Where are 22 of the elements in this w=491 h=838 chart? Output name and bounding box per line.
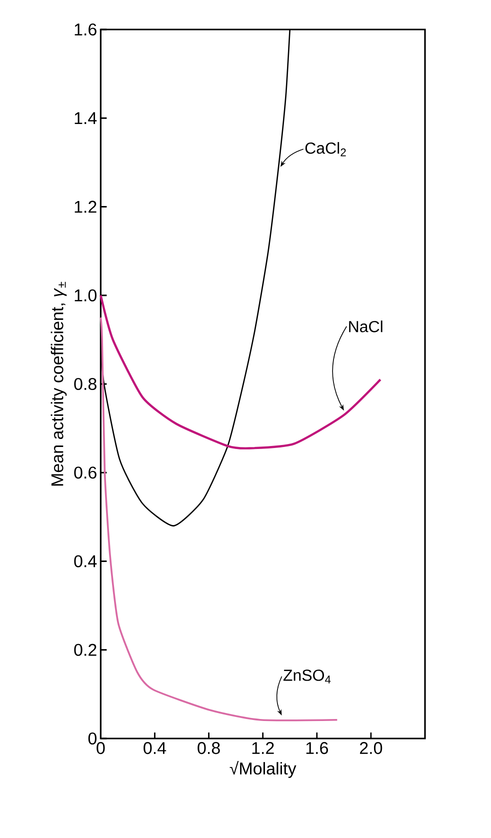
y-tick-label: 1.2 [74, 200, 96, 213]
x-tick-label: 0 [96, 742, 105, 754]
y-tick-label: 0 [88, 732, 97, 745]
x-tick-label: 1.2 [252, 742, 274, 754]
line-series [100, 316, 338, 722]
line-series [100, 294, 382, 450]
y-tick-label: 0.2 [74, 644, 96, 656]
y-tick-label: 1.6 [74, 23, 96, 36]
text: NaCl [349, 320, 382, 332]
x-tick-label: 2.0 [360, 742, 382, 754]
y-tick-label: 0.8 [74, 378, 96, 390]
x-tick-label: 0.4 [144, 742, 166, 754]
x-axis-title: √Molality [230, 760, 296, 778]
x-tick-label: 0.8 [198, 742, 220, 754]
y-tick-label: 0.4 [74, 555, 97, 568]
y-axis-title: Mean activity coefficient, γ$_{±}$ [50, 282, 67, 486]
text: ZnSO$_{4}$ [283, 670, 331, 684]
x-tick-label: 1.6 [306, 742, 328, 754]
y-tick-label: 1.0 [74, 289, 97, 302]
y-tick-label: 0.6 [74, 466, 96, 479]
y-tick-label: 1.4 [74, 112, 97, 124]
legend-label: CaCl$_{2}$ [305, 142, 346, 156]
